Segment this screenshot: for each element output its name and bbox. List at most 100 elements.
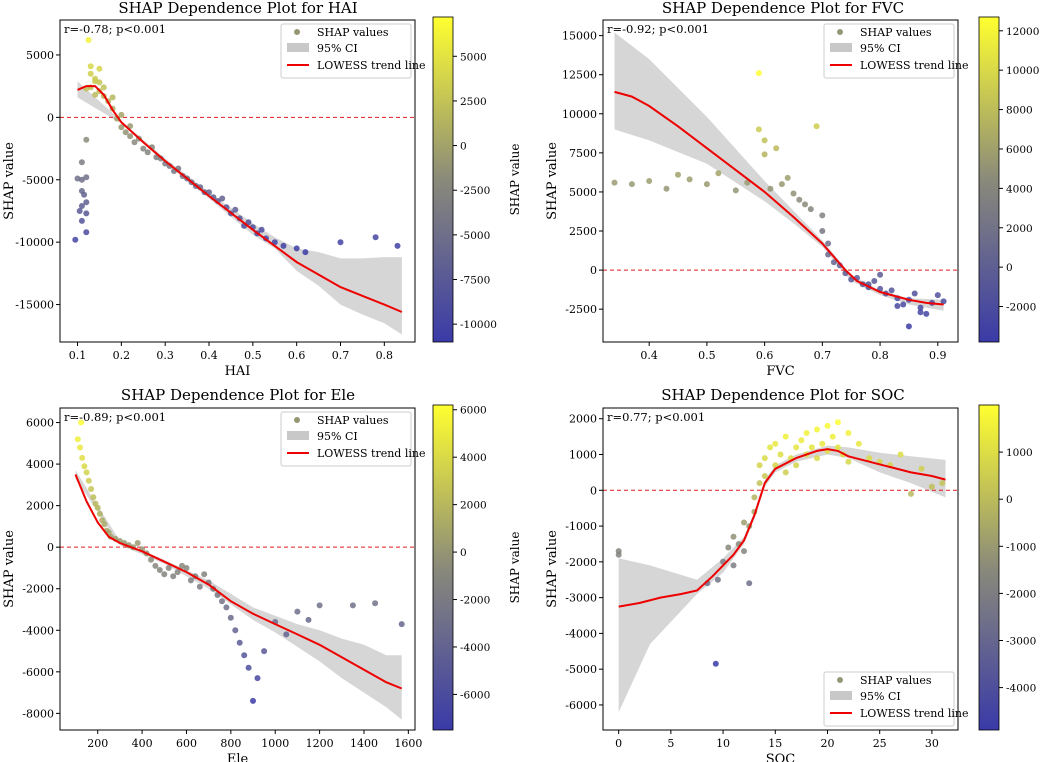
data-point <box>793 462 800 469</box>
data-point <box>83 469 90 476</box>
data-point <box>140 145 147 152</box>
data-point <box>813 123 820 130</box>
data-point <box>96 79 103 86</box>
data-point <box>808 444 815 451</box>
data-point <box>830 259 837 266</box>
y-tick-label: 15000 <box>562 30 597 43</box>
colorbar-tick-label: 2000 <box>1006 223 1033 235</box>
data-point <box>772 440 779 447</box>
legend-box <box>280 23 412 79</box>
data-point <box>131 139 138 146</box>
data-point <box>258 226 265 233</box>
data-point <box>761 151 768 158</box>
y-axis-label: SHAP value <box>2 142 17 220</box>
data-point <box>261 648 268 655</box>
data-point <box>894 303 901 309</box>
data-point <box>219 598 225 605</box>
data-point <box>741 548 747 555</box>
data-point <box>908 490 914 497</box>
x-tick-label: 0.5 <box>244 349 262 362</box>
y-tick-label: 0 <box>47 541 54 554</box>
data-point <box>730 533 737 540</box>
data-point <box>939 480 946 487</box>
data-point <box>236 639 243 646</box>
x-tick-label: 800 <box>220 737 241 750</box>
data-point <box>72 236 79 243</box>
y-tick-label: -6000 <box>565 699 597 712</box>
data-point <box>372 234 379 241</box>
legend-label: 95% CI <box>860 42 901 55</box>
colorbar <box>978 404 1000 731</box>
colorbar-tick-label: -2500 <box>460 185 490 197</box>
x-tick-label: 1000 <box>261 737 289 750</box>
colorbar-tick-label: -6000 <box>460 689 490 701</box>
x-tick-label: 0.7 <box>332 349 350 362</box>
legend-marker-ci <box>830 691 852 700</box>
data-point <box>824 422 831 429</box>
x-tick-label: 0 <box>615 737 622 750</box>
data-point <box>732 187 739 194</box>
y-tick-label: 2000 <box>569 413 597 426</box>
data-point <box>905 323 912 330</box>
y-tick-label: -6000 <box>22 666 54 679</box>
plot-area <box>603 419 958 713</box>
data-point <box>78 419 85 426</box>
data-point <box>807 206 814 213</box>
legend-box <box>823 23 955 79</box>
data-point <box>755 126 762 133</box>
data-point <box>790 190 797 197</box>
data-point <box>241 652 248 659</box>
data-point <box>834 444 841 451</box>
data-point <box>751 494 758 501</box>
data-point <box>232 206 239 213</box>
data-point <box>703 181 710 188</box>
data-point <box>316 602 323 609</box>
correlation-annotation: r=-0.78; p<0.001 <box>64 22 166 36</box>
colorbar-tick-label: 10000 <box>1006 65 1039 77</box>
colorbar-tick-label: -4000 <box>460 642 490 654</box>
lowess-trend-line <box>614 90 944 306</box>
data-point <box>118 111 125 118</box>
colorbar-tick-label: 5000 <box>460 51 487 63</box>
colorbar <box>432 404 454 731</box>
data-point <box>280 242 287 249</box>
legend-label: LOWESS trend line <box>317 447 425 460</box>
x-tick-label: 20 <box>820 737 834 750</box>
data-point <box>398 621 405 628</box>
legend: SHAP values 95% CI LOWESS trend line <box>823 23 968 79</box>
data-point <box>814 426 820 433</box>
y-tick-label: -2500 <box>565 303 597 316</box>
legend: SHAP values 95% CI LOWESS trend line <box>823 671 968 727</box>
data-point <box>888 287 895 294</box>
x-tick-label: 0.3 <box>156 349 174 362</box>
x-tick-label: 0.6 <box>756 349 774 362</box>
data-point <box>917 309 924 316</box>
data-point <box>796 196 803 203</box>
y-tick-label: 7500 <box>569 147 597 160</box>
axes-frame <box>602 407 959 731</box>
axes-frame <box>59 19 416 343</box>
colorbar-tick-label: 0 <box>460 547 467 559</box>
data-point <box>761 473 768 479</box>
data-point <box>834 419 841 426</box>
data-point <box>223 604 230 611</box>
colorbar-tick-label: 0 <box>1006 494 1013 506</box>
legend-label: SHAP values <box>317 26 389 39</box>
data-point <box>283 631 290 638</box>
y-tick-label: -8000 <box>22 707 54 720</box>
legend-marker-points <box>294 29 300 35</box>
data-point <box>819 212 826 219</box>
data-point <box>165 565 172 571</box>
data-point <box>934 292 941 299</box>
x-tick-label: 0.6 <box>288 349 306 362</box>
data-point <box>686 176 693 183</box>
data-point <box>96 510 103 517</box>
y-tick-label: 6000 <box>26 417 54 430</box>
colorbar-tick-label: 0 <box>1006 262 1013 274</box>
colorbar-tick-label: 12000 <box>1006 26 1039 38</box>
x-tick-label: 0.8 <box>871 349 889 362</box>
x-tick-label: 30 <box>925 737 939 750</box>
legend: SHAP values 95% CI LOWESS trend line <box>280 411 425 467</box>
data-point <box>814 455 820 462</box>
data-point <box>83 210 90 217</box>
